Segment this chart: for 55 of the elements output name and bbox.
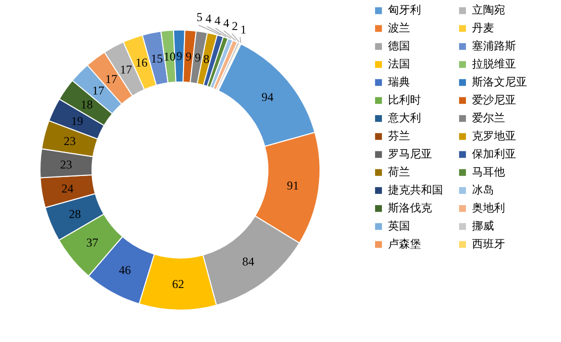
data-label: 8	[203, 52, 210, 66]
data-label: 16	[136, 56, 148, 70]
legend-label: 爱沙尼亚	[472, 94, 516, 106]
legend-label: 捷克共和国	[388, 184, 443, 196]
legend-label: 爱尔兰	[472, 112, 505, 124]
data-label: 18	[80, 97, 93, 112]
legend-label: 奥地利	[472, 202, 505, 214]
data-label: 46	[118, 262, 131, 277]
legend-label: 斯洛文尼亚	[472, 76, 527, 88]
data-label: 9	[194, 50, 201, 64]
data-label: 17	[120, 62, 132, 77]
data-label: 23	[64, 134, 76, 148]
legend-label: 西班牙	[472, 238, 505, 250]
legend-label: 立陶宛	[472, 4, 505, 17]
data-label: 1	[240, 22, 246, 37]
legend-label: 比利时	[388, 94, 421, 106]
legend-label: 塞浦路斯	[472, 40, 516, 52]
data-label: 28	[68, 207, 81, 222]
legend-label: 挪威	[472, 220, 494, 232]
data-label: 17	[92, 84, 104, 98]
legend-label: 荷兰	[388, 166, 410, 178]
data-label: 91	[286, 178, 299, 193]
data-label: 37	[86, 236, 98, 250]
legend-label: 意大利	[387, 112, 421, 124]
data-label: 4	[206, 12, 212, 26]
data-label: 62	[172, 276, 184, 291]
legend-label: 德国	[388, 40, 410, 52]
legend-label: 马耳他	[472, 166, 505, 178]
legend-label: 保加利亚	[472, 148, 516, 160]
legend-label: 法国	[388, 58, 410, 70]
data-label: 17	[105, 72, 118, 86]
legend-label: 拉脱维亚	[472, 58, 516, 70]
data-label: 94	[261, 90, 274, 104]
legend-label: 卢森堡	[388, 238, 421, 250]
data-label: 4	[214, 14, 220, 28]
legend-label: 罗马尼亚	[388, 148, 432, 160]
legend-label: 瑞典	[388, 76, 410, 88]
legend-label: 丹麦	[472, 22, 494, 34]
legend-label: 波兰	[388, 22, 410, 34]
data-label: 24	[62, 182, 74, 196]
data-label: 4	[223, 16, 230, 30]
data-label: 5	[196, 10, 203, 24]
data-label: 84	[242, 254, 254, 268]
legend-label: 芬兰	[388, 130, 410, 142]
legend-label: 匈牙利	[388, 4, 421, 17]
legend-label: 冰岛	[472, 184, 494, 196]
data-label: 2	[232, 19, 238, 34]
legend-label: 克罗地亚	[472, 130, 516, 142]
data-label: 23	[60, 158, 72, 172]
data-label: 15	[150, 51, 163, 66]
legend-label: 斯洛伐克	[388, 202, 432, 214]
data-label: 9	[186, 49, 192, 64]
data-label: 9	[176, 49, 182, 63]
data-label: 19	[71, 114, 84, 128]
legend-label: 英国	[388, 220, 410, 232]
